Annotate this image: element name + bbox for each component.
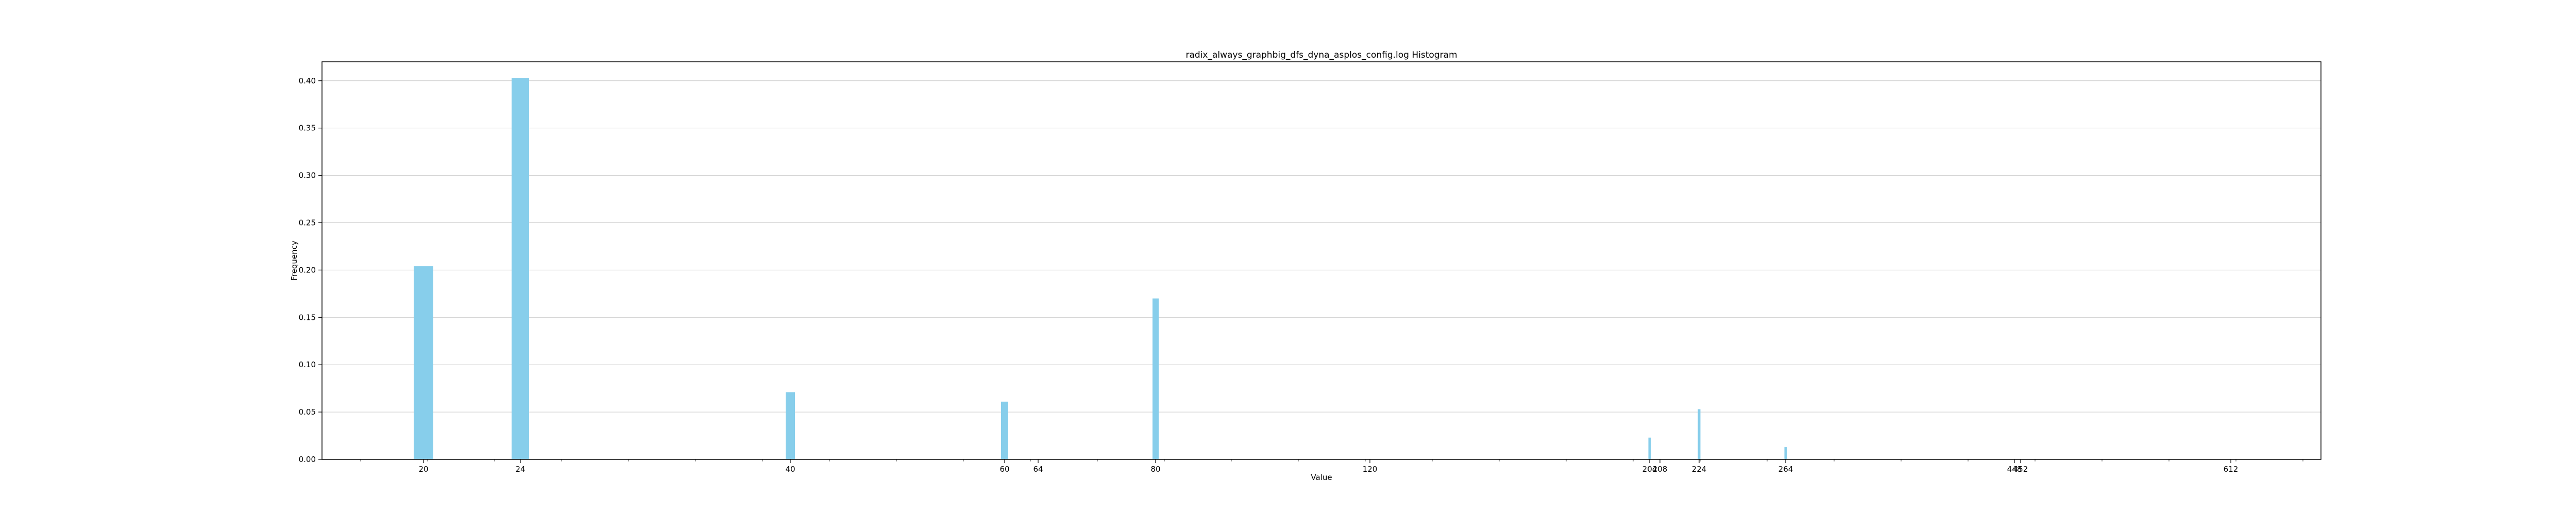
chart-title: radix_always_graphbig_dfs_dyna_asplos_co… [1185, 50, 1457, 60]
x-tick-label: 40 [785, 465, 795, 474]
bar-204 [1648, 437, 1651, 459]
x-tick-label: 264 [1778, 465, 1793, 474]
x-tick-label: 208 [1653, 465, 1668, 474]
y-tick-label: 0.15 [299, 313, 316, 322]
y-tick-label: 0.25 [299, 218, 316, 227]
bar-264 [1784, 447, 1787, 459]
x-tick-label: 224 [1692, 465, 1707, 474]
x-tick-label: 120 [1363, 465, 1378, 474]
y-tick-label: 0.00 [299, 455, 316, 464]
x-tick-label: 80 [1150, 465, 1160, 474]
bar-60 [1001, 401, 1008, 459]
x-tick-label: 20 [418, 465, 428, 474]
y-tick-label: 0.30 [299, 171, 316, 180]
y-tick-label: 0.20 [299, 265, 316, 274]
y-tick-label: 0.35 [299, 124, 316, 133]
x-tick-label: 64 [1033, 465, 1043, 474]
plot-frame [321, 61, 2321, 460]
x-tick-label: 24 [515, 465, 525, 474]
bar-80 [1153, 298, 1159, 459]
y-tick-label: 0.10 [299, 360, 316, 369]
x-tick-label: 448 [2007, 465, 2022, 474]
y-tick-label: 0.40 [299, 76, 316, 85]
x-axis-label: Value [1311, 473, 1332, 482]
bar-40 [786, 392, 795, 459]
bars [414, 78, 1787, 459]
bar-224 [1698, 409, 1701, 459]
y-axis-ticks: 0.00 0.05 0.10 0.15 0.20 0.25 0.30 0.35 0.40 [299, 76, 322, 464]
bar-20 [414, 266, 433, 459]
grid-lines [322, 80, 2321, 460]
x-tick-label: 60 [999, 465, 1009, 474]
x-tick-label: 452 [2013, 465, 2028, 474]
y-axis-label: Frequency [290, 241, 299, 281]
x-tick-label: 204 [1642, 465, 1657, 474]
bar-24 [512, 78, 529, 459]
y-tick-label: 0.05 [299, 407, 316, 417]
x-tick-label: 612 [2224, 465, 2239, 474]
